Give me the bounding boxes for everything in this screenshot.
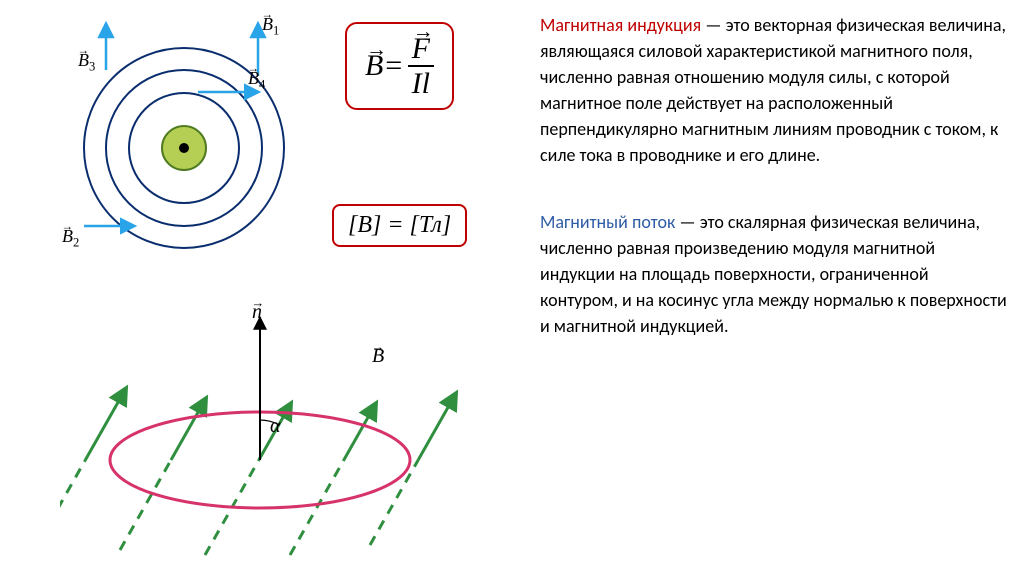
- flux-label-n: →n: [252, 301, 262, 324]
- term-induction: Магнитная индукция: [540, 14, 701, 36]
- formula-units: [B] = [Тл]: [332, 204, 467, 247]
- flux-label-alpha: α: [270, 415, 281, 438]
- formula-fraction: F Il: [408, 32, 434, 100]
- definition-induction: Магнитная индукция — это векторная физич…: [540, 12, 1010, 169]
- flux-label-B: →B: [372, 345, 384, 368]
- text-induction: — это векторная физическая величина, явл…: [540, 14, 1006, 166]
- term-flux: Магнитный поток: [540, 211, 675, 233]
- diagram-flux-loop: [60, 305, 460, 565]
- vector-label-b1: →B1: [262, 14, 279, 39]
- vector-label-b2: →B2: [62, 226, 79, 251]
- definition-flux: Магнитный поток — это скалярная физическ…: [540, 209, 1010, 339]
- formula-lhs: B: [365, 49, 383, 83]
- vector-label-b4: →B4: [248, 68, 265, 93]
- vector-label-b3: →B3: [78, 50, 95, 75]
- formula-induction: B = F Il: [345, 22, 454, 110]
